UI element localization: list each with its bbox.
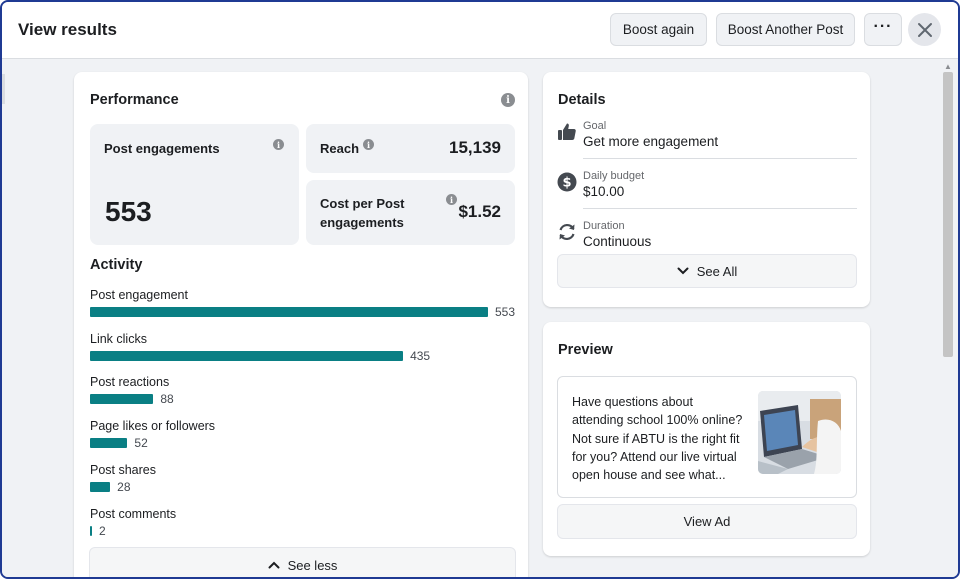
scroll-up-arrow-icon[interactable]: ▲: [944, 62, 952, 71]
detail-duration: Duration Continuous: [557, 220, 857, 268]
reach-label: Reach: [320, 141, 360, 156]
see-all-label: See All: [696, 263, 738, 279]
details-card: Details Goal Get more engagement $ Daily…: [543, 72, 870, 307]
preview-title: Preview: [558, 342, 613, 358]
dialog-title: View results: [18, 20, 117, 39]
activity-label: Post engagement: [90, 288, 188, 302]
close-button[interactable]: [908, 13, 941, 46]
info-icon[interactable]: i: [446, 194, 457, 205]
activity-bar: [90, 525, 92, 536]
activity-value: 553: [495, 305, 516, 319]
goal-label: Goal: [583, 120, 607, 132]
ad-text-line: for you? Attend our live virtual: [572, 449, 737, 464]
divider: [583, 158, 857, 159]
activity-bar: [90, 394, 154, 405]
cost-value: $1.52: [458, 202, 501, 221]
ad-preview-text: Have questions about attending school 10…: [572, 393, 752, 484]
ad-text-line: open house and see what...: [572, 468, 726, 483]
activity-value: 52: [134, 436, 148, 451]
activity-label: Post reactions: [90, 375, 170, 390]
cost-per-engagement-box: Cost per Post engagements i $1.52: [306, 180, 515, 245]
duration-label: Duration: [583, 220, 625, 232]
dialog-header: View results Boost again Boost Another P…: [2, 2, 958, 59]
ad-preview[interactable]: Have questions about attending school 10…: [557, 376, 857, 498]
reach-value: 15,139: [449, 138, 501, 157]
post-engagements-value: 553: [105, 196, 152, 227]
activity-bar: [90, 307, 488, 317]
activity-label: Page likes or followers: [90, 419, 216, 434]
activity-title: Activity: [90, 257, 143, 273]
detail-daily-budget: $ Daily budget $10.00: [557, 170, 857, 218]
see-less-label: See less: [287, 557, 338, 573]
cost-label-line2: engagements: [320, 215, 404, 230]
activity-value: 2: [99, 523, 106, 538]
details-title: Details: [558, 92, 606, 108]
detail-goal: Goal Get more engagement: [557, 120, 857, 168]
dollar-icon: $: [557, 172, 577, 192]
close-icon: [917, 22, 932, 37]
cost-label-line1: Cost per Post: [320, 196, 405, 211]
activity-value: 88: [160, 392, 174, 407]
thumbs-up-icon: [558, 123, 576, 140]
activity-label: Post comments: [90, 506, 177, 521]
activity-value: 435: [410, 348, 431, 363]
daily-budget-value: $10.00: [583, 184, 625, 199]
info-icon[interactable]: i: [363, 139, 374, 150]
cost-label: Cost per Post engagements: [320, 194, 405, 232]
post-engagements-box: Post engagements i 553: [90, 124, 299, 245]
activity-bar: [90, 350, 404, 361]
ad-text-line: attending school 100% online?: [572, 413, 743, 428]
performance-card: Performance i Post engagements i 553 Rea…: [74, 72, 528, 577]
daily-budget-label: Daily budget: [583, 170, 645, 182]
reach-box: Reach i 15,139: [306, 124, 515, 173]
activity-label: Link clicks: [90, 331, 147, 346]
performance-title: Performance: [90, 92, 179, 108]
activity-value: 28: [117, 479, 131, 494]
activity-label: Post shares: [90, 462, 157, 477]
left-edge-marker: [2, 74, 5, 104]
scrollbar[interactable]: ▲: [942, 60, 954, 577]
see-all-button[interactable]: See All: [557, 254, 857, 288]
more-options-button[interactable]: ···: [864, 13, 902, 46]
activity-bar: [90, 438, 128, 449]
preview-card: Preview Have questions about attending s…: [543, 322, 870, 556]
duration-value: Continuous: [583, 234, 652, 249]
dialog-content: Performance i Post engagements i 553 Rea…: [2, 60, 958, 577]
chevron-up-icon: [268, 561, 280, 569]
ad-text-line: Have questions about: [572, 395, 693, 409]
ad-text-line: Not sure if ABTU is the right fit: [572, 431, 740, 446]
ad-image: [758, 391, 841, 474]
info-icon[interactable]: i: [273, 139, 284, 150]
chevron-down-icon: [677, 267, 689, 275]
goal-value: Get more engagement: [583, 134, 719, 149]
svg-text:$: $: [562, 176, 571, 191]
scrollbar-thumb[interactable]: [943, 72, 953, 357]
divider: [583, 208, 857, 209]
see-less-button[interactable]: See less: [89, 547, 516, 577]
boost-another-post-button[interactable]: Boost Another Post: [716, 13, 855, 46]
refresh-icon: [559, 223, 575, 241]
view-ad-button[interactable]: View Ad: [557, 504, 857, 539]
post-engagements-label: Post engagements: [104, 141, 220, 156]
boost-again-button[interactable]: Boost again: [610, 13, 707, 46]
activity-bar: [90, 481, 111, 492]
info-icon[interactable]: i: [501, 93, 515, 107]
